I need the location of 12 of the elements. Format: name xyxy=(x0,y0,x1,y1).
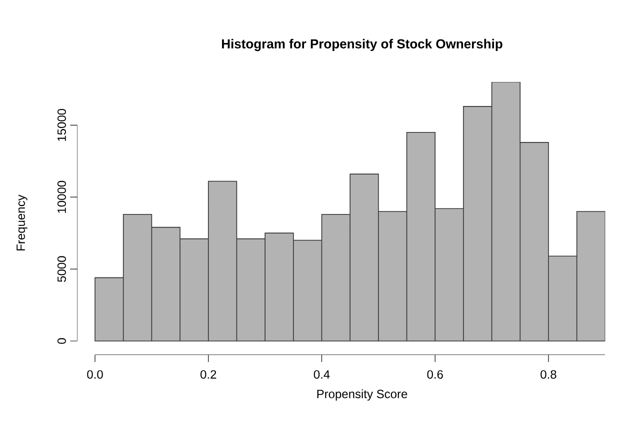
chart-title: Histogram for Propensity of Stock Ownership xyxy=(222,38,502,52)
y-tick-label: 10000 xyxy=(57,180,66,213)
x-tick-label: 0.0 xyxy=(87,370,103,379)
x-axis-title: Propensity Score xyxy=(317,389,408,401)
y-tick-label: 15000 xyxy=(57,108,66,141)
x-tick-label: 0.4 xyxy=(314,370,330,379)
y-tick-label: 5000 xyxy=(57,256,66,282)
x-tick-label: 0.2 xyxy=(200,370,216,379)
x-tick-label: 0.6 xyxy=(427,370,443,379)
y-tick-label: 0 xyxy=(57,338,66,344)
y-axis-title: Frequency xyxy=(16,194,28,250)
x-tick-label: 0.8 xyxy=(540,370,556,379)
